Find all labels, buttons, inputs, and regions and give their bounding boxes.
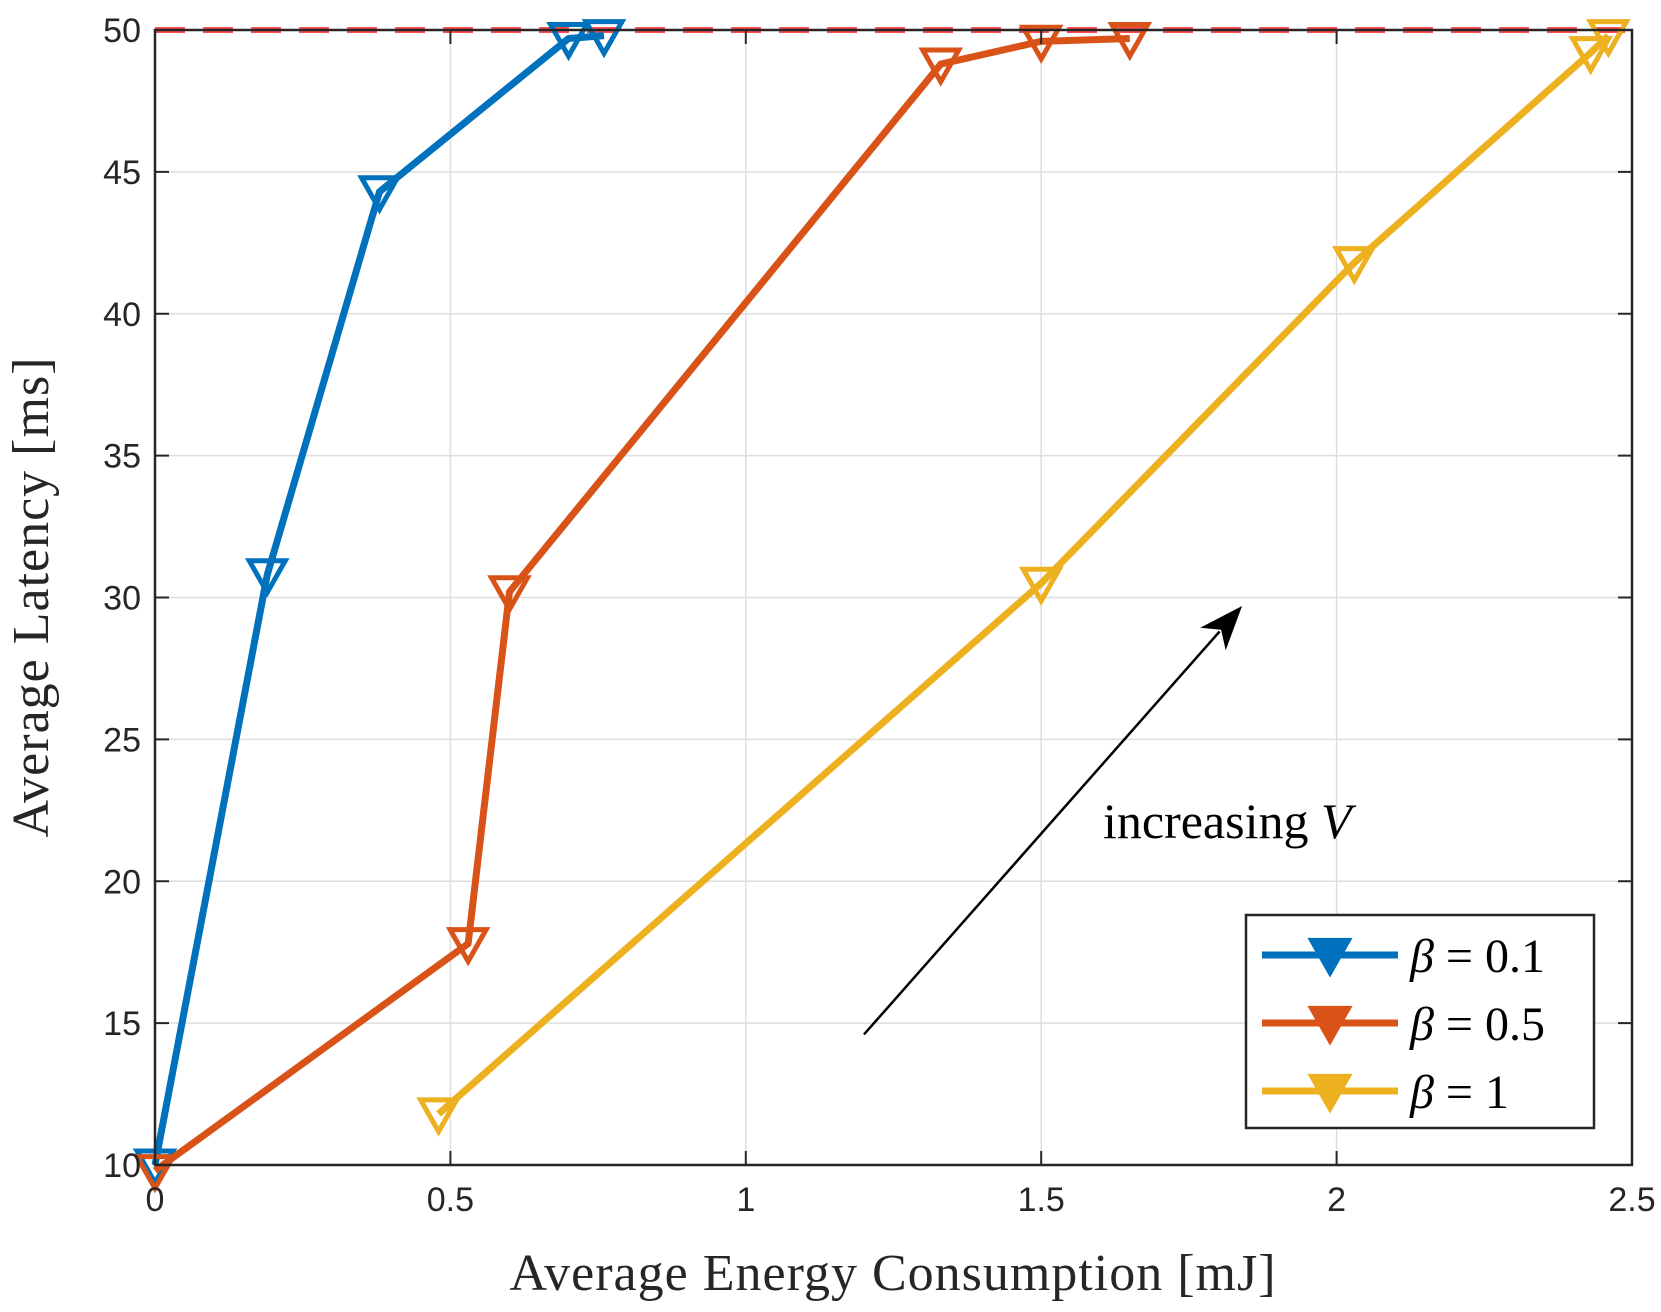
legend-item-2: β = 0.5 <box>1262 998 1545 1051</box>
data-point-marker <box>1018 566 1064 607</box>
y-axis-title: Average Latency [ms] <box>3 356 60 837</box>
series-3 <box>416 19 1631 1137</box>
legend-swatch-marker <box>1307 937 1353 978</box>
data-point-marker <box>357 175 402 215</box>
data-point-marker <box>1018 24 1064 65</box>
data-point-marker <box>1332 246 1377 286</box>
y-tick-label: 45 <box>103 154 141 192</box>
x-tick-label: 0.5 <box>427 1181 474 1219</box>
legend-label: β = 0.5 <box>1409 998 1545 1051</box>
series-layer <box>132 19 1631 1194</box>
y-tick-label: 30 <box>103 580 141 618</box>
series-line <box>436 33 1611 1117</box>
y-tick-label: 25 <box>103 721 141 759</box>
legend-swatch-marker <box>1307 1005 1353 1046</box>
y-tick-label: 40 <box>103 296 141 334</box>
data-point-marker <box>1107 21 1153 62</box>
x-tick-label: 2 <box>1327 1181 1346 1219</box>
legend-item-3: β = 1 <box>1262 1066 1509 1119</box>
annotation-layer: increasing V <box>863 606 1357 1036</box>
data-point-marker <box>918 47 964 87</box>
y-tick-label: 35 <box>103 438 141 476</box>
x-tick-label: 1 <box>736 1181 755 1219</box>
series-line <box>152 35 1130 1174</box>
legend-item-1: β = 0.1 <box>1262 930 1545 983</box>
data-point-marker <box>244 558 290 598</box>
legend-label: β = 0.1 <box>1409 930 1545 983</box>
axis-ticks: 0 0.5 1 1.5 2 2.5 10 15 20 25 30 35 40 45 50 <box>103 12 1655 1219</box>
data-point-marker <box>546 21 591 62</box>
data-point-marker <box>416 1097 461 1137</box>
legend-label: β = 1 <box>1409 1066 1509 1119</box>
annotation-arrow-shaft <box>863 630 1221 1036</box>
x-tick-label: 1.5 <box>1018 1181 1065 1219</box>
data-point-marker <box>487 575 532 615</box>
y-tick-label: 50 <box>103 12 141 50</box>
annotation-arrow-head <box>1200 606 1243 651</box>
data-point-marker <box>445 927 491 967</box>
y-tick-label: 15 <box>103 1005 141 1043</box>
legend-items: β = 0.1 β = 0.5 β = 1 <box>1262 930 1545 1119</box>
x-axis-title: Average Energy Consumption [mJ] <box>509 1245 1276 1302</box>
x-tick-label: 0 <box>146 1181 165 1219</box>
series-2 <box>132 21 1153 1194</box>
data-point-marker <box>1568 36 1613 76</box>
data-point-marker <box>1586 19 1631 59</box>
legend-swatch-marker <box>1307 1073 1353 1114</box>
y-tick-label: 10 <box>103 1147 141 1185</box>
data-point-marker <box>581 19 627 59</box>
legend: β = 0.1 β = 0.5 β = 1 <box>1244 913 1596 1130</box>
y-tick-label: 20 <box>103 863 141 901</box>
x-tick-label: 2.5 <box>1608 1181 1655 1219</box>
annotation-text: increasing V <box>1103 793 1357 849</box>
